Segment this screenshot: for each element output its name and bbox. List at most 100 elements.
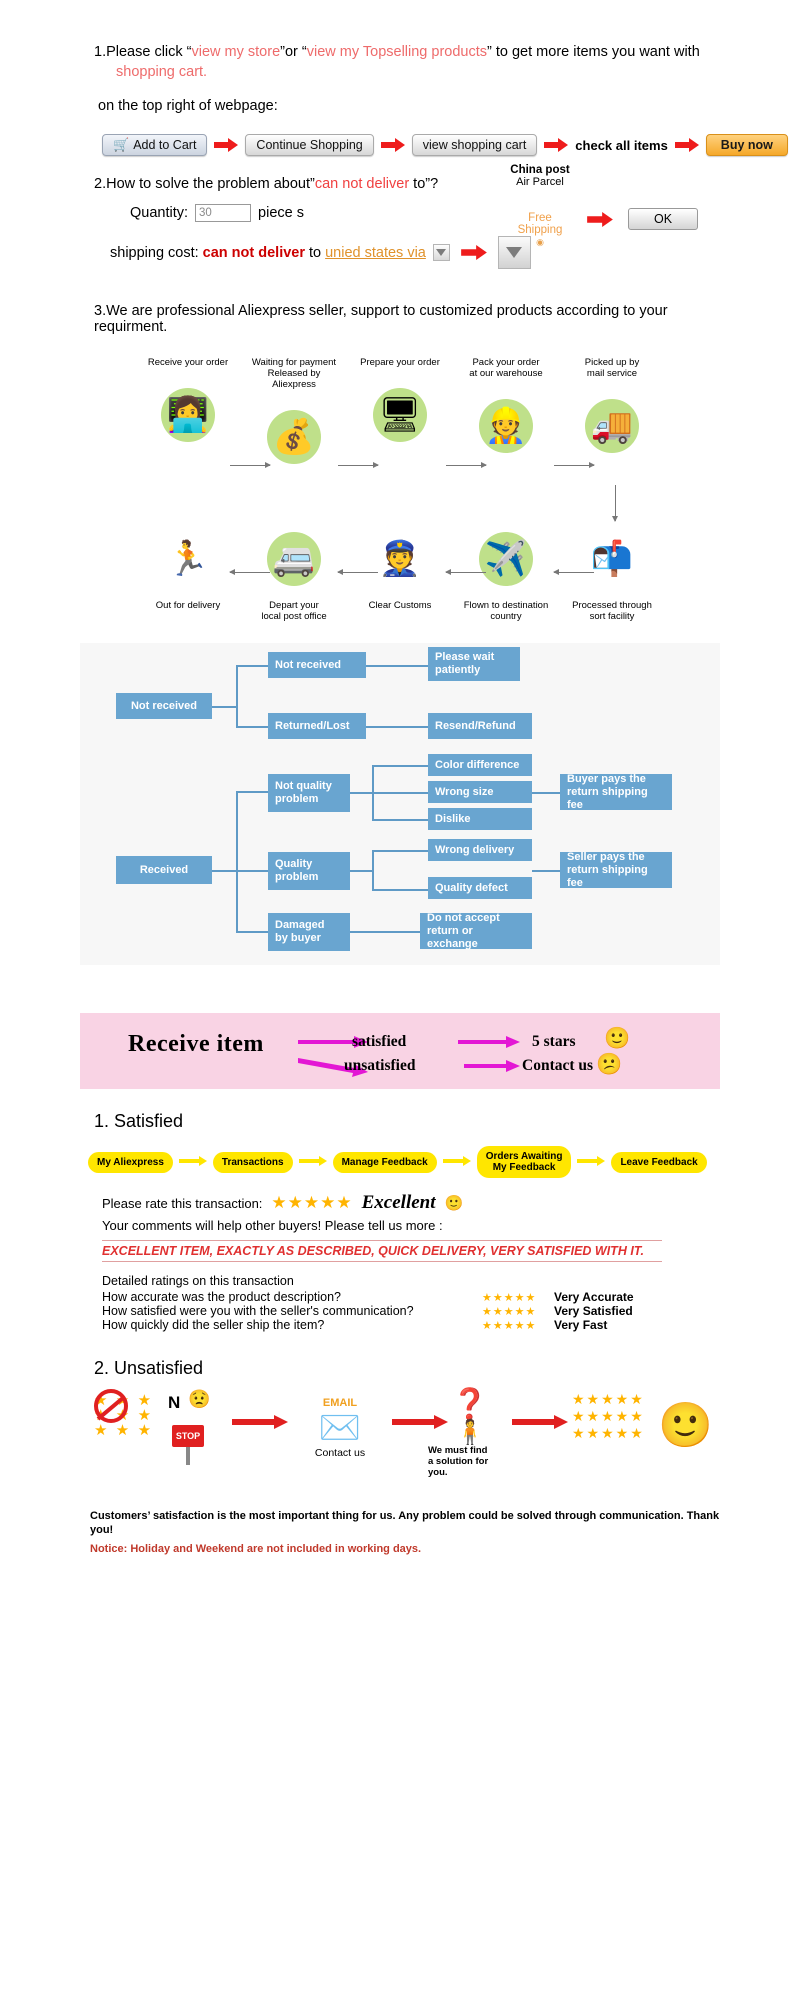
continue-shopping-label: Continue Shopping xyxy=(256,138,363,152)
node-damaged-by-buyer: Damaged by buyer xyxy=(268,913,350,951)
connector xyxy=(366,726,428,728)
quantity-row: Quantity: 30 piece s xyxy=(94,204,720,222)
flow-arrow-icon xyxy=(338,462,379,468)
connector xyxy=(212,870,238,872)
thinking-person-icon: 🧍 xyxy=(455,1419,485,1446)
process-caption: Pack your order at our warehouse xyxy=(469,357,543,379)
china-post-block: China post Air Parcel xyxy=(480,164,600,188)
connector xyxy=(350,792,374,794)
section-cannot-deliver: 2.How to solve the problem about” can not… xyxy=(80,164,720,269)
ok-button[interactable]: OK xyxy=(628,208,698,230)
ok-row: OK xyxy=(580,208,698,230)
arrow-right-icon xyxy=(577,1153,606,1171)
view-shopping-cart-button[interactable]: view shopping cart xyxy=(411,134,538,156)
shipping-country-link[interactable]: unied states via xyxy=(325,244,426,261)
step-manage-feedback[interactable]: Manage Feedback xyxy=(332,1151,437,1173)
rating-stars[interactable]: ★★★★★ xyxy=(271,1193,353,1212)
node-wrong-size: Wrong size xyxy=(428,781,532,803)
view-shopping-cart-label: view shopping cart xyxy=(422,138,527,152)
arrow-right-icon xyxy=(214,138,239,152)
rating-question: How accurate was the product description… xyxy=(102,1290,342,1304)
link-view-my-store[interactable]: view my store xyxy=(191,44,281,60)
check-all-items-label[interactable]: check all items xyxy=(575,137,668,153)
section1-text-b: ”or “ xyxy=(280,44,307,60)
link-view-topselling[interactable]: view my Topselling products xyxy=(306,44,488,60)
process-step: Picked up by mail service 🚚 xyxy=(564,357,660,467)
add-to-cart-button[interactable]: 🛒 Add to Cart xyxy=(102,134,208,156)
flow-arrow-icon xyxy=(230,462,271,468)
free-shipping-line2: Shipping xyxy=(517,224,563,236)
process-step: Prepare your order 🖥 xyxy=(352,357,448,456)
buy-now-button[interactable]: Buy now xyxy=(705,134,788,156)
arrow-right-icon xyxy=(544,138,569,152)
arrow-right-icon xyxy=(178,1153,207,1171)
process-caption: Picked up by mail service xyxy=(584,357,640,379)
step-my-aliexpress[interactable]: My Aliexpress xyxy=(88,1151,173,1173)
step-transactions[interactable]: Transactions xyxy=(212,1151,293,1173)
country-dropdown[interactable] xyxy=(432,244,450,261)
quantity-input[interactable]: 30 xyxy=(195,204,252,222)
customs-officer-icon: 👮 xyxy=(378,540,422,578)
arrow-right-icon xyxy=(461,245,487,260)
flow-arrow-icon xyxy=(446,462,487,468)
rating-stars: ★★★★★ xyxy=(482,1291,537,1304)
footnote-text: Customers’ satisfaction is the most impo… xyxy=(90,1510,720,1536)
connector xyxy=(372,850,374,891)
envelope-icon: ✉️ xyxy=(318,1409,362,1447)
node-quality-defect: Quality defect xyxy=(428,877,532,899)
shipping-to: to xyxy=(309,244,322,261)
desktop-order-icon: 🖥 xyxy=(352,374,448,456)
section2-number: 2. xyxy=(94,176,107,192)
section2-question: 2.How to solve the problem about”can not… xyxy=(94,176,720,192)
arrow-right-icon xyxy=(674,138,699,152)
rating-word: Excellent xyxy=(361,1192,436,1213)
china-post-title: China post xyxy=(510,164,570,176)
process-caption: Out for delivery xyxy=(155,600,221,611)
rate-transaction-row: Please rate this transaction: ★★★★★ Exce… xyxy=(102,1192,720,1214)
flow-arrow-left-icon xyxy=(445,569,486,575)
contact-us-caption: Contact us xyxy=(314,1447,366,1459)
process-row-bottom: 🏃 Out for delivery 🚐 Depart your local p… xyxy=(80,512,720,622)
connector xyxy=(350,931,420,933)
contact-us-label: Contact us xyxy=(522,1057,594,1074)
free-shipping-badge: Free Shipping ◉ xyxy=(488,212,592,248)
connector xyxy=(236,665,268,667)
section3-body: We are professional Aliexpress seller, s… xyxy=(94,303,668,335)
process-caption: Processed through sort facility xyxy=(572,600,652,622)
step-orders-awaiting[interactable]: Orders Awaiting My Feedback xyxy=(476,1146,572,1178)
process-step: 📬 Processed through sort facility xyxy=(564,512,660,622)
connector xyxy=(366,665,428,667)
step-leave-feedback[interactable]: Leave Feedback xyxy=(611,1151,707,1173)
add-to-cart-label: Add to Cart xyxy=(133,138,197,152)
sad-face-icon: 😕 xyxy=(596,1053,623,1076)
flow-arrow-icon xyxy=(554,462,595,468)
section2-q-b: to”? xyxy=(409,176,439,192)
comment-text: EXCELLENT ITEM, EXACTLY AS DESCRIBED, QU… xyxy=(102,1240,662,1262)
process-step: Pack your order at our warehouse 👷 xyxy=(458,357,554,467)
section2-q-a: How to solve the problem about” xyxy=(106,176,315,192)
shipping-method-dropdown[interactable] xyxy=(497,236,531,269)
connector xyxy=(532,792,560,794)
notice-text: Notice: Holiday and Weekend are not incl… xyxy=(90,1543,422,1555)
section3-text: 3.We are professional Aliexpress seller,… xyxy=(80,303,720,335)
blue-van-icon: 🚐 xyxy=(246,518,342,600)
unsatisfied-heading: 2. Unsatisfied xyxy=(94,1358,204,1378)
arrow-right-icon xyxy=(512,1415,568,1434)
five-stars-label: 5 stars xyxy=(532,1033,576,1050)
section1-line1: 1.Please click “view my store”or “view m… xyxy=(80,42,720,62)
connector xyxy=(212,706,238,708)
shipping-cannot-deliver: can not deliver xyxy=(202,244,306,261)
rating-value: Very Satisfied xyxy=(554,1304,633,1318)
chevron-down-icon xyxy=(436,249,447,256)
node-received-root: Received xyxy=(116,856,212,884)
process-step: Waiting for payment Released by Aliexpre… xyxy=(246,357,342,478)
rating-stars: ★★★★★ xyxy=(482,1305,537,1318)
process-caption: Flown to destination country xyxy=(463,600,549,622)
continue-shopping-button[interactable]: Continue Shopping xyxy=(245,134,374,156)
connector xyxy=(372,792,428,794)
rating-question: How satisfied were you with the seller's… xyxy=(102,1304,414,1318)
process-caption: Waiting for payment Released by Aliexpre… xyxy=(251,357,337,390)
worried-face-icon: 😟 xyxy=(188,1389,211,1409)
rating-question: How quickly did the seller ship the item… xyxy=(102,1318,325,1332)
process-step: 🚐 Depart your local post office xyxy=(246,512,342,622)
